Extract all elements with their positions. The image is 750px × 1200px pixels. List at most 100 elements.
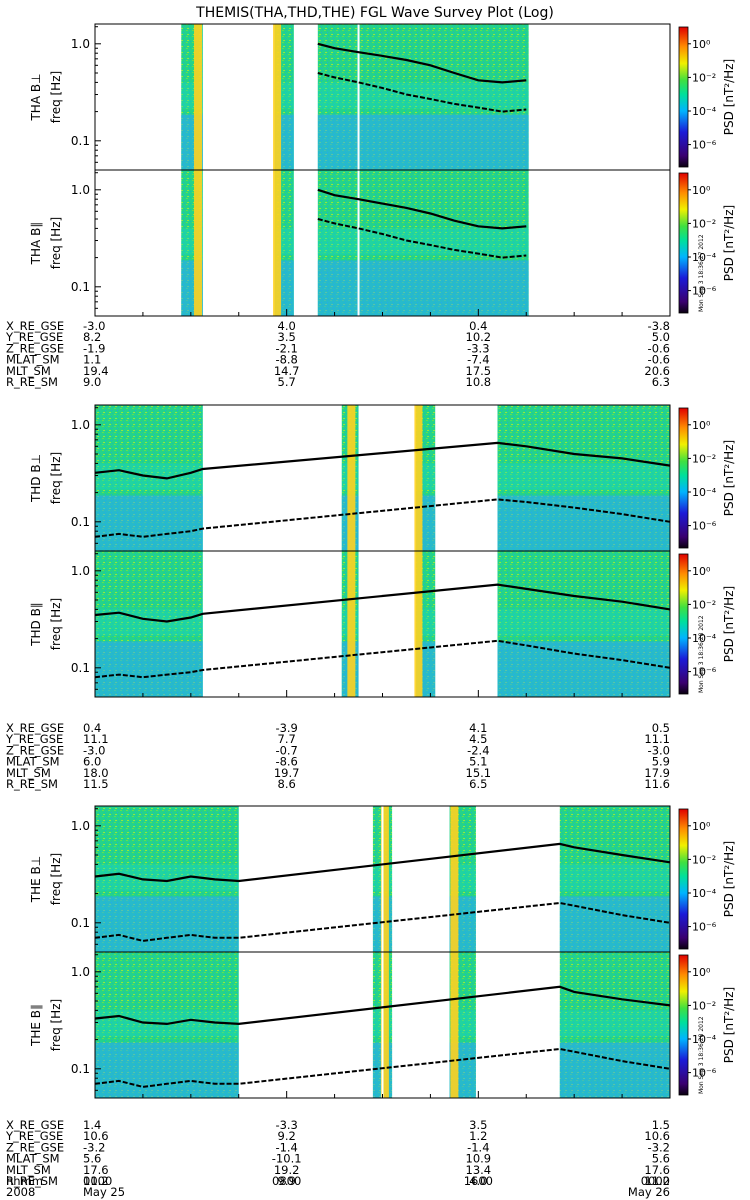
colorbar-tick-label: 10⁻² bbox=[692, 452, 716, 465]
colorbar-tick-label: 10⁰ bbox=[692, 820, 711, 833]
colorbar-tick-label: 10⁻⁴ bbox=[692, 251, 717, 264]
panel-ylabel: THE B∥ bbox=[29, 1004, 43, 1047]
colorbar bbox=[678, 26, 689, 168]
ephemeris-label: MLAT_SM bbox=[6, 1152, 60, 1166]
colorbar-tick-label: 10⁻⁶ bbox=[692, 520, 717, 533]
ephemeris-value: 7.7 bbox=[278, 732, 296, 746]
mid-frequency-band bbox=[317, 228, 529, 255]
ephemeris-value: 11.1 bbox=[83, 732, 109, 746]
plot-timestamp: Mon Sep 3 18:36:28 2012 bbox=[698, 1016, 705, 1094]
ephemeris-value: 13.4 bbox=[466, 1163, 492, 1177]
colorbar-tick-label: 10⁰ bbox=[692, 184, 711, 197]
ephemeris-value: -0.6 bbox=[648, 353, 670, 367]
y-tick-label: 0.1 bbox=[71, 661, 90, 675]
ephemeris-label: MLT_SM bbox=[6, 364, 51, 378]
colorbar-label: PSD [nT²/Hz] bbox=[722, 59, 736, 135]
time-axis-labels: hhmm 0000 0800 1600 0000 2008 May 25 May 26 bbox=[6, 1174, 670, 1199]
lower-frequency-curve bbox=[317, 218, 527, 259]
plot-timestamp: Mon Sep 3 18:36:27 2012 bbox=[698, 234, 705, 312]
freq-axis-label: freq [Hz] bbox=[49, 598, 63, 650]
ephemeris-value: 10.6 bbox=[644, 1129, 670, 1143]
ephemeris-label: R_RE_SM bbox=[6, 777, 58, 791]
lower-frequency-curve bbox=[94, 901, 671, 942]
ephemeris-value: 10.8 bbox=[466, 375, 492, 389]
ephemeris-label: MLT_SM bbox=[6, 1163, 51, 1177]
ephemeris-label: Z_RE_GSE bbox=[6, 1140, 64, 1154]
ephemeris-value: -3.8 bbox=[648, 319, 670, 333]
low-frequency-band bbox=[95, 1042, 239, 1098]
colorbar bbox=[678, 808, 689, 950]
ephemeris-value: -2.4 bbox=[467, 743, 489, 757]
figure-title: THEMIS(THA,THD,THE) FGL Wave Survey Plot… bbox=[195, 5, 554, 21]
high-psd-stripe bbox=[194, 170, 203, 316]
ephemeris-value: 19.7 bbox=[274, 766, 300, 780]
mid-frequency-band bbox=[317, 82, 529, 109]
ephemeris-value: 1.4 bbox=[83, 1118, 101, 1132]
ephemeris-value: 6.5 bbox=[469, 777, 487, 791]
ephemeris-group: X_RE_GSE 0.4 -3.9 4.1 0.5 Y_RE_GSE 11.1 7.7 4.5 1… bbox=[5, 721, 670, 791]
low-frequency-band bbox=[317, 114, 529, 170]
y-tick-label: 0.1 bbox=[71, 280, 90, 294]
ephemeris-value: 4.5 bbox=[469, 732, 487, 746]
ephemeris-label: MLAT_SM bbox=[6, 755, 60, 769]
colorbar-tick-label: 10⁻⁶ bbox=[692, 1067, 717, 1080]
ephemeris-value: -10.1 bbox=[272, 1152, 302, 1166]
colorbar-tick-label: 10⁻² bbox=[692, 71, 716, 84]
ephemeris-label: Z_RE_GSE bbox=[6, 743, 64, 757]
y-tick-label: 1.0 bbox=[71, 183, 90, 197]
ephemeris-value: -3.9 bbox=[275, 721, 297, 735]
freq-axis-label: freq [Hz] bbox=[49, 999, 63, 1051]
ephemeris-value: 0.5 bbox=[652, 721, 670, 735]
high-psd-stripe bbox=[380, 806, 389, 952]
ephemeris-value: 19.2 bbox=[274, 1163, 300, 1177]
lower-frequency-curve bbox=[94, 1047, 671, 1088]
ephemeris-value: 17.5 bbox=[466, 364, 492, 378]
colorbar-tick-label: 10⁻⁴ bbox=[692, 486, 717, 499]
colorbar-tick-label: 10⁻² bbox=[692, 217, 716, 230]
colorbar bbox=[678, 954, 689, 1096]
colorbar-tick-label: 10⁰ bbox=[692, 38, 711, 51]
ephemeris-value: -1.9 bbox=[83, 341, 105, 355]
ephemeris-value: 5.1 bbox=[469, 755, 487, 769]
y-tick-label: 0.1 bbox=[71, 916, 90, 930]
upper-frequency-curve bbox=[94, 985, 671, 1026]
spectrogram-panel: 1.0 0.1 THA B∥ freq [Hz] 10⁰ 10⁻² 10⁻⁴ 10⁻⁶ PSD … bbox=[29, 169, 736, 317]
ephemeris-value: 3.5 bbox=[278, 330, 296, 344]
colorbar-tick-label: 10⁰ bbox=[692, 565, 711, 578]
low-frequency-band bbox=[559, 896, 670, 952]
mid-frequency-band bbox=[497, 609, 670, 636]
ephemeris-value: 11.1 bbox=[644, 732, 670, 746]
time-tick-label: 0000 bbox=[641, 1174, 670, 1188]
freq-axis-label: freq [Hz] bbox=[49, 217, 63, 269]
plot-timestamp: Mon Sep 3 18:36:28 2012 bbox=[698, 615, 705, 693]
time-tick-label: 0800 bbox=[272, 1174, 301, 1188]
ephemeris-group: X_RE_GSE 1.4 -3.3 3.5 1.5 Y_RE_GSE 10.6 9.2 1.2 1… bbox=[5, 1118, 670, 1188]
ephemeris-value: 9.0 bbox=[83, 375, 101, 389]
high-psd-stripe bbox=[414, 551, 423, 697]
y-tick-label: 1.0 bbox=[71, 819, 90, 833]
colorbar-tick-label: 10⁰ bbox=[692, 966, 711, 979]
panel-ylabel: THE B⊥ bbox=[29, 856, 43, 903]
colorbar bbox=[678, 172, 689, 314]
colorbar-tick-label: 10⁻² bbox=[692, 999, 716, 1012]
ephemeris-label: Y_RE_GSE bbox=[5, 1129, 63, 1143]
high-psd-stripe bbox=[347, 551, 356, 697]
ephemeris-value: 10.9 bbox=[466, 1152, 492, 1166]
ephemeris-tables: X_RE_GSE -3.0 4.0 0.4 -3.8 Y_RE_GSE 8.2 3.5 10.2… bbox=[5, 319, 670, 1188]
colorbar-tick-label: 10⁻⁶ bbox=[692, 666, 717, 679]
panel-ylabel: THD B⊥ bbox=[29, 454, 43, 503]
colorbar-label: PSD [nT²/Hz] bbox=[722, 987, 736, 1063]
y-tick-label: 0.1 bbox=[71, 134, 90, 148]
ephemeris-value: 1.5 bbox=[652, 1118, 670, 1132]
ephemeris-value: 9.2 bbox=[278, 1129, 296, 1143]
ephemeris-label: Y_RE_GSE bbox=[5, 330, 63, 344]
time-tick-label: 0000 bbox=[83, 1174, 112, 1188]
ephemeris-value: 5.9 bbox=[652, 755, 670, 769]
upper-frequency-curve bbox=[94, 842, 671, 883]
panel-ylabel: THA B∥ bbox=[29, 222, 43, 266]
colorbar-tick-label: 10⁻⁶ bbox=[692, 285, 717, 298]
spectrogram-panel: 1.0 0.1 THE B∥ freq [Hz] 10⁰ 10⁻² 10⁻⁴ 10⁻⁶ PSD … bbox=[29, 951, 736, 1099]
high-psd-stripe bbox=[380, 952, 389, 1098]
colorbar-tick-label: 10⁻⁴ bbox=[692, 632, 717, 645]
ephemeris-label: X_RE_GSE bbox=[6, 319, 64, 333]
